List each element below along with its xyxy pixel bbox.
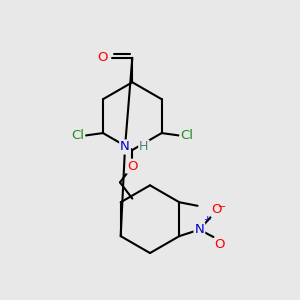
Text: −: − (218, 202, 226, 212)
Text: O: O (127, 160, 138, 173)
Text: O: O (215, 238, 225, 251)
Text: N: N (120, 140, 130, 154)
Text: +: + (203, 215, 211, 224)
Text: N: N (194, 223, 204, 236)
Text: H: H (139, 140, 148, 154)
Text: O: O (212, 203, 222, 216)
Text: O: O (98, 51, 108, 64)
Text: Cl: Cl (71, 129, 84, 142)
Text: Cl: Cl (181, 129, 194, 142)
